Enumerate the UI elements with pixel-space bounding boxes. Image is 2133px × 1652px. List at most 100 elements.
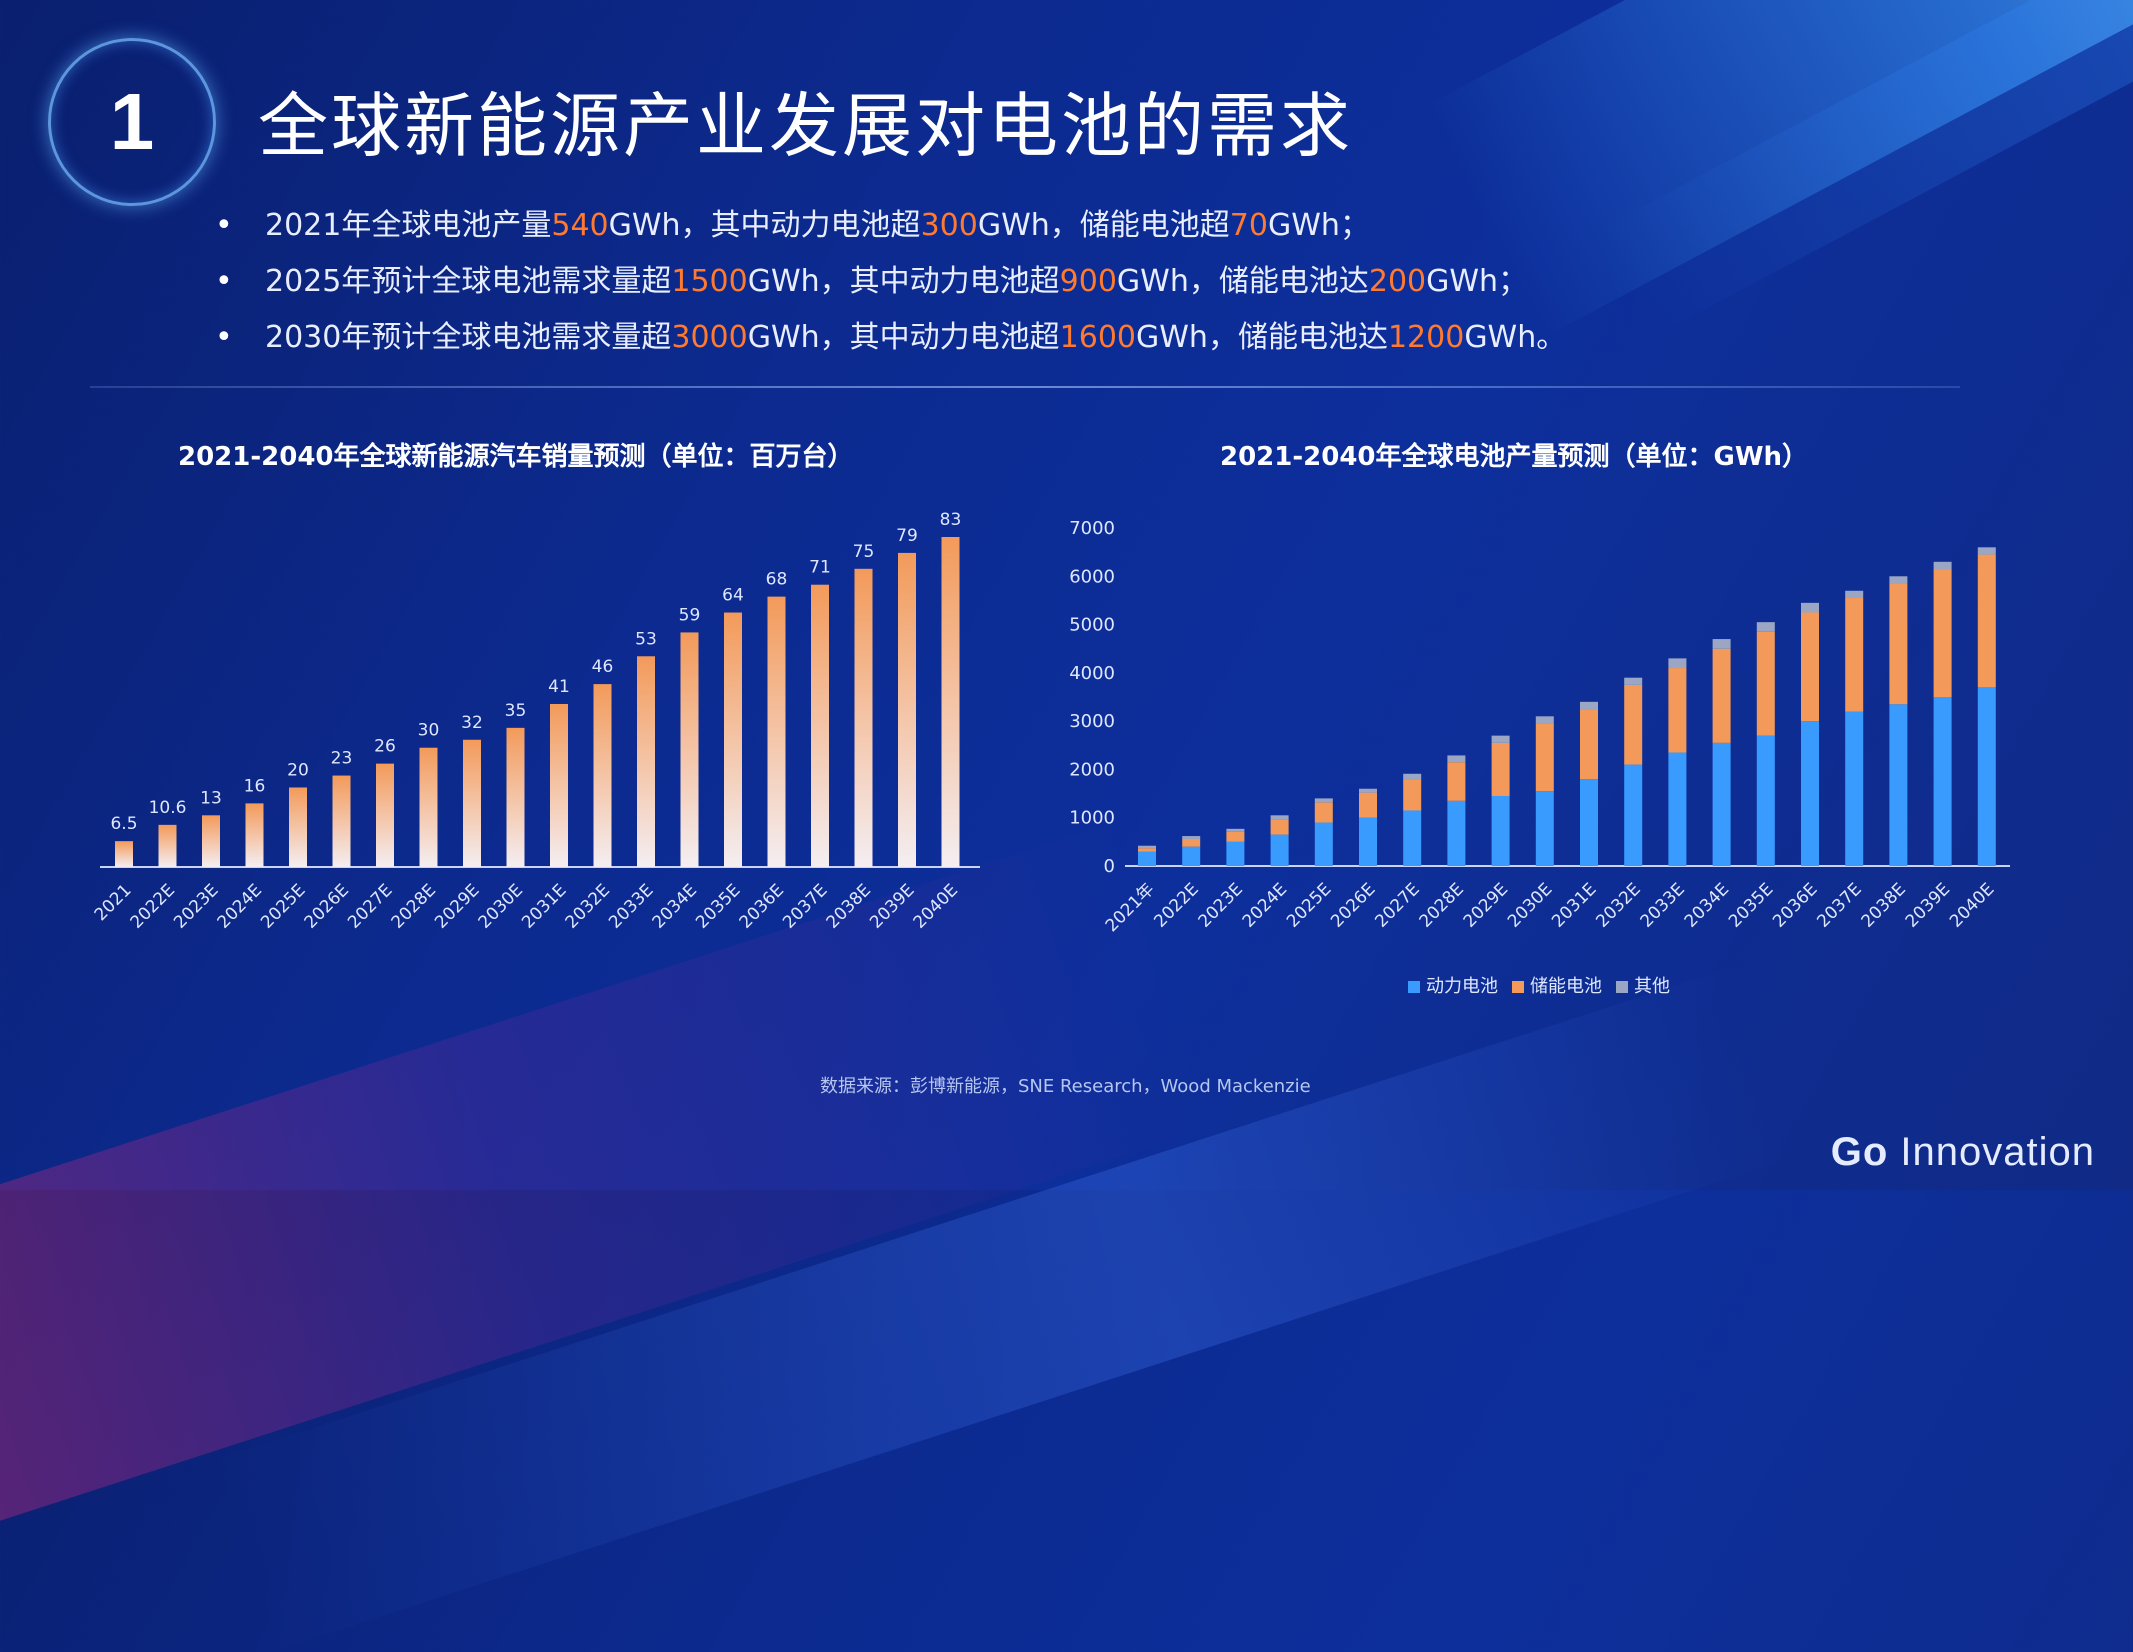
bar-other — [1933, 561, 1952, 570]
bar-storage — [1756, 631, 1775, 736]
bar — [376, 763, 394, 867]
data-label: 83 — [940, 510, 962, 530]
legend-item-other: 其他 — [1616, 972, 1670, 998]
highlight-number: 540 — [551, 208, 609, 243]
y-tick-label: 7000 — [1069, 518, 1115, 539]
highlight-number: 3000 — [671, 320, 748, 355]
bar-power — [1138, 851, 1156, 866]
y-tick-label: 0 — [1104, 856, 1115, 877]
bar — [637, 656, 655, 867]
bar — [593, 684, 612, 867]
x-tick-label: 2029E — [431, 880, 483, 932]
data-label: 46 — [592, 657, 614, 677]
bar-other — [1226, 828, 1245, 832]
bar-storage — [1977, 554, 1996, 688]
bar-other — [1712, 639, 1731, 649]
bullet-dot: • — [215, 264, 233, 299]
bar-other — [1624, 677, 1643, 685]
bar-other — [1270, 815, 1289, 820]
y-tick-label: 6000 — [1069, 566, 1115, 587]
bar-storage — [1226, 831, 1245, 842]
legend-label-other: 其他 — [1634, 976, 1670, 997]
bar — [767, 596, 786, 867]
x-tick-label: 2025E — [257, 880, 309, 932]
bar — [202, 815, 220, 867]
x-tick-label: 2034E — [649, 880, 701, 932]
legend-item-storage: 储能电池 — [1512, 972, 1602, 998]
brand-logo-text: Go Innovation — [1831, 1130, 2095, 1175]
x-tick-label: 2031E — [518, 880, 570, 932]
data-label: 79 — [896, 526, 918, 546]
data-label: 53 — [635, 629, 657, 649]
bar-power — [1314, 822, 1333, 866]
data-label: 20 — [287, 760, 309, 780]
data-label: 13 — [200, 788, 222, 808]
x-tick-label: 2027E — [1371, 879, 1423, 931]
bar — [289, 787, 307, 867]
legend-swatch-power — [1408, 981, 1420, 993]
bar-other — [1845, 590, 1864, 599]
section-number: 1 — [109, 77, 155, 166]
bar-storage — [1712, 648, 1731, 743]
x-tick-label: 2036E — [1769, 879, 1821, 931]
bar-power — [1668, 752, 1687, 866]
data-label: 75 — [853, 542, 875, 562]
bullet-item: • 2021年全球电池产量540GWh，其中动力电池超300GWh，储能电池超70… — [215, 198, 1566, 254]
x-tick-label: 2026E — [301, 880, 353, 932]
bar-power — [1403, 810, 1422, 866]
x-tick-label: 2036E — [736, 880, 788, 932]
x-tick-label: 2040E — [1946, 879, 1998, 931]
bar-power — [1226, 841, 1245, 866]
bar — [898, 552, 916, 867]
data-label: 32 — [461, 713, 483, 733]
highlight-number: 300 — [920, 208, 978, 243]
chart-legend: 动力电池 储能电池 其他 — [1408, 972, 1670, 998]
x-tick-label: 2032E — [562, 880, 614, 932]
bar-other — [1580, 701, 1598, 710]
bar-storage — [1933, 569, 1952, 697]
bar-other — [1314, 798, 1333, 803]
data-label: 71 — [809, 558, 831, 578]
bullet-text: GWh，储能电池达 — [1136, 320, 1388, 355]
bar — [811, 584, 829, 867]
data-label: 23 — [331, 749, 353, 769]
x-tick-label: 2033E — [1637, 879, 1689, 931]
bullet-dot: • — [215, 208, 233, 243]
x-tick-label: 2034E — [1681, 879, 1733, 931]
bar-power — [1933, 697, 1952, 866]
bar-power — [1845, 711, 1864, 866]
bullet-text: GWh，储能电池超 — [977, 208, 1230, 243]
bar-storage — [1668, 668, 1687, 753]
bar-power — [1889, 704, 1908, 866]
bar-storage — [1845, 598, 1864, 712]
bar — [158, 824, 177, 867]
bar — [332, 775, 351, 867]
bar — [550, 703, 568, 867]
bar-power — [1801, 721, 1819, 866]
bar-storage — [1314, 802, 1333, 823]
x-tick-label: 2024E — [1239, 879, 1291, 931]
y-tick-label: 1000 — [1069, 808, 1115, 829]
bar-other — [1756, 622, 1775, 632]
bullet-item: • 2030年预计全球电池需求量超3000GWh，其中动力电池超1600GWh，储… — [215, 310, 1566, 366]
section-number-badge: 1 — [48, 38, 216, 206]
bar-storage — [1801, 612, 1819, 722]
page-title: 全球新能源产业发展对电池的需求 — [258, 85, 1353, 167]
bar-storage — [1889, 583, 1908, 705]
bar — [463, 739, 481, 867]
legend-swatch-other — [1616, 981, 1628, 993]
bar-power — [1447, 800, 1466, 866]
data-label: 64 — [722, 586, 744, 606]
x-tick-label: 2023E — [170, 880, 222, 932]
bullet-text: GWh； — [1426, 264, 1529, 299]
x-tick-label: 2029E — [1460, 879, 1512, 931]
legend-swatch-storage — [1512, 981, 1524, 993]
bullet-text: GWh，储能电池达 — [1116, 264, 1369, 299]
bullet-text: GWh，其中动力电池超 — [747, 320, 1060, 355]
highlight-number: 1600 — [1059, 320, 1137, 355]
data-label: 30 — [418, 721, 440, 741]
x-tick-label: 2027E — [344, 880, 396, 932]
x-tick-label: 2037E — [1813, 879, 1865, 931]
x-tick-label: 2028E — [1416, 879, 1468, 931]
y-tick-label: 5000 — [1069, 615, 1115, 636]
